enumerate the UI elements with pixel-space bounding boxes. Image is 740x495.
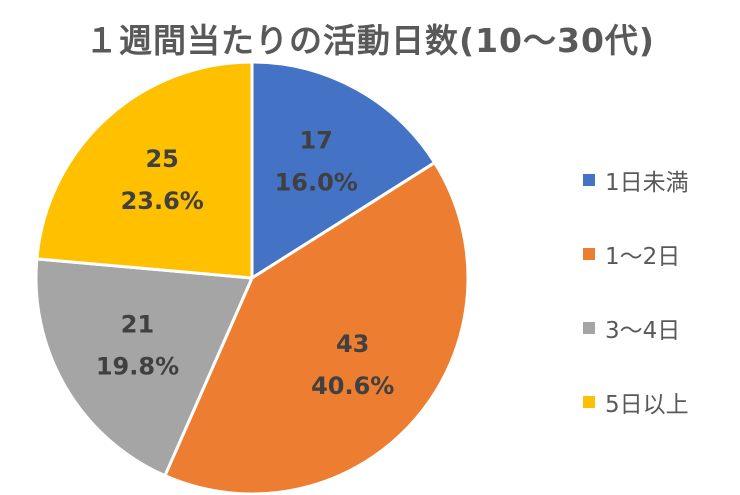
legend-label: 5日以上 [605, 392, 689, 418]
pie-slice-3 [34, 257, 254, 478]
pie-slice-2 [163, 161, 470, 495]
legend-label: 1日未満 [605, 170, 689, 196]
legend-swatch [583, 248, 595, 260]
legend-item: 1～2日 [583, 239, 689, 270]
slice-value-label: 17 [299, 127, 332, 155]
pie-slice-1 [250, 60, 437, 280]
chart-title: １週間当たりの活動日数(10～30代) [84, 21, 655, 60]
pie-data-labels: 17 16.0% 43 40.6% 21 19.8% 25 23.6% [96, 127, 394, 400]
legend-item: 5日以上 [583, 387, 689, 418]
legend-swatch [583, 174, 595, 186]
pie-slices [34, 60, 470, 495]
legend-label: 1～2日 [605, 244, 681, 270]
slice-percent-label: 40.6% [311, 372, 394, 400]
slice-percent-label: 23.6% [121, 187, 204, 215]
legend-swatch [583, 396, 595, 408]
slice-value-label: 43 [336, 330, 369, 358]
slice-value-label: 25 [145, 145, 178, 173]
legend-label: 3～4日 [605, 318, 681, 344]
slice-value-label: 21 [121, 311, 154, 339]
legend: 1日未満 1～2日 3～4日 5日以上 [583, 165, 689, 461]
legend-item: 1日未満 [583, 165, 689, 196]
legend-item: 3～4日 [583, 313, 689, 344]
slice-percent-label: 19.8% [96, 353, 179, 381]
pie-slice-4 [35, 60, 254, 280]
slice-percent-label: 16.0% [275, 169, 358, 197]
legend-swatch [583, 322, 595, 334]
